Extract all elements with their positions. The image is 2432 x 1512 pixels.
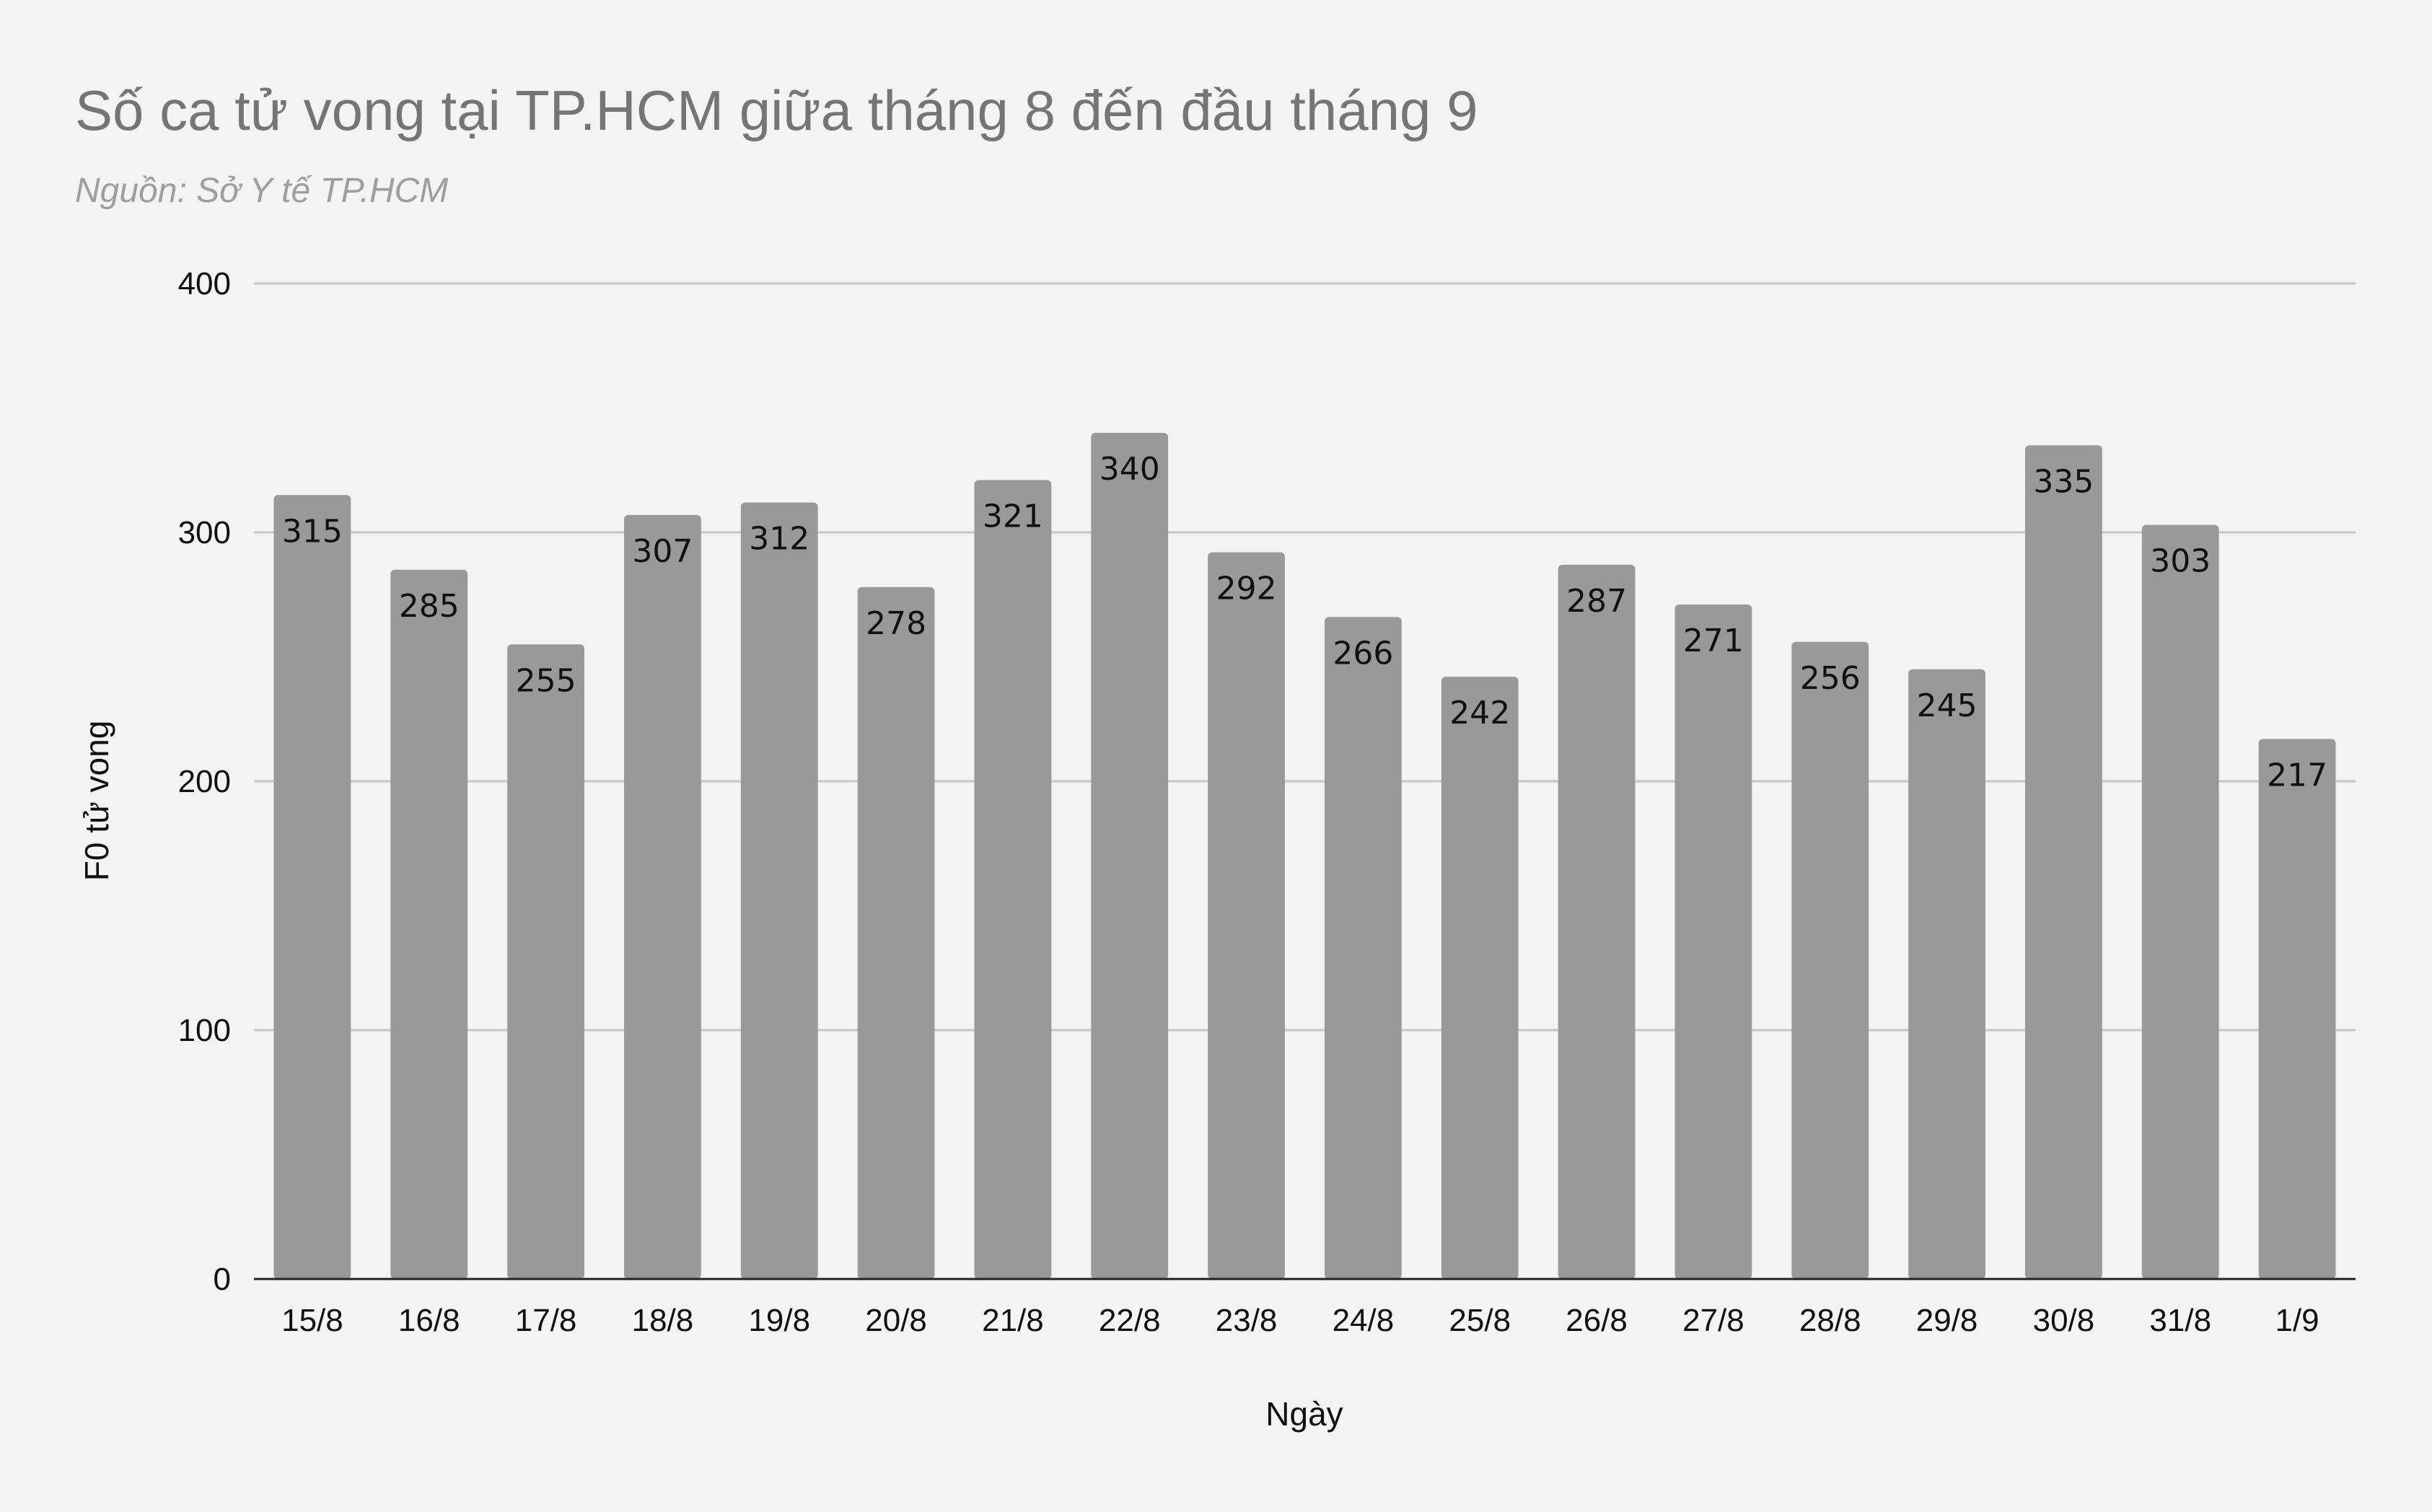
bar [1558, 564, 1636, 1279]
data-label: 335 [2033, 463, 2094, 500]
data-label: 217 [2267, 757, 2327, 794]
x-tick-label: 29/8 [1916, 1303, 1978, 1338]
bar [2141, 524, 2219, 1279]
data-label: 307 [632, 533, 693, 570]
chart-subtitle: Nguồn: Sở Y tế TP.HCM [75, 172, 448, 210]
x-tick-label: 18/8 [632, 1303, 694, 1338]
data-label: 340 [1099, 451, 1160, 488]
data-label: 242 [1449, 695, 1510, 731]
bar [740, 502, 818, 1279]
y-tick-label: 200 [178, 764, 231, 799]
x-tick-label: 23/8 [1216, 1303, 1278, 1338]
x-tick-label: 16/8 [398, 1303, 460, 1338]
x-tick-label: 30/8 [2033, 1303, 2095, 1338]
x-tick-label: 21/8 [982, 1303, 1044, 1338]
x-tick-label: 22/8 [1099, 1303, 1161, 1338]
x-tick-label: 17/8 [515, 1303, 577, 1338]
x-tick-label: 28/8 [1799, 1303, 1861, 1338]
y-tick-label: 300 [178, 515, 231, 550]
data-label: 287 [1566, 583, 1627, 620]
data-label: 266 [1333, 635, 1393, 672]
bar [1674, 605, 1752, 1279]
bar [1208, 552, 1285, 1279]
x-tick-label: 31/8 [2149, 1303, 2211, 1338]
x-tick-label: 24/8 [1333, 1303, 1395, 1338]
data-label: 303 [2150, 543, 2211, 580]
x-tick-label: 25/8 [1449, 1303, 1511, 1338]
data-label: 256 [1800, 660, 1861, 697]
bar [390, 569, 468, 1279]
bar [507, 644, 584, 1279]
bar [1441, 677, 1519, 1279]
data-label: 245 [1917, 687, 1977, 724]
y-tick-label: 400 [178, 266, 231, 302]
y-tick-label: 100 [178, 1013, 231, 1048]
data-labels: 315 285 255 307 312 278 321 340 292 266 242 287 271 2… [282, 451, 2327, 794]
data-label: 315 [282, 513, 343, 550]
bar [624, 514, 701, 1279]
data-label: 278 [866, 605, 926, 642]
x-tick-label: 15/8 [281, 1303, 343, 1338]
x-tick-label: 20/8 [865, 1303, 927, 1338]
x-axis-ticks: 15/8 16/8 17/8 18/8 19/8 20/8 21/8 22/8 23/8 24/8… [281, 1303, 2319, 1338]
y-axis-ticks: 0 100 200 300 400 [178, 266, 231, 1297]
x-tick-label: 26/8 [1566, 1303, 1628, 1338]
bar [1791, 641, 1869, 1279]
bar [2025, 445, 2102, 1279]
data-label: 285 [399, 588, 460, 625]
bar [974, 480, 1052, 1279]
bar [857, 586, 935, 1279]
y-axis-label: F0 tử vong [78, 721, 115, 882]
chart-title: Số ca tử vong tại TP.HCM giữa tháng 8 đế… [75, 79, 1478, 142]
x-axis-label: Ngày [1265, 1395, 1343, 1433]
bar [1091, 433, 1169, 1279]
data-label: 312 [749, 521, 809, 558]
bar [1908, 669, 1985, 1279]
bar [2258, 739, 2336, 1279]
y-tick-label: 0 [214, 1262, 231, 1297]
data-label: 271 [1683, 623, 1744, 659]
gridlines [254, 282, 2356, 1032]
bar [273, 495, 351, 1279]
x-tick-label: 19/8 [748, 1303, 810, 1338]
data-label: 292 [1216, 571, 1277, 607]
bars [273, 433, 2336, 1279]
bar [1325, 617, 1402, 1279]
x-tick-label: 1/9 [2275, 1303, 2319, 1338]
data-label: 255 [516, 662, 576, 699]
data-label: 321 [983, 498, 1043, 535]
x-tick-label: 27/8 [1682, 1303, 1744, 1338]
